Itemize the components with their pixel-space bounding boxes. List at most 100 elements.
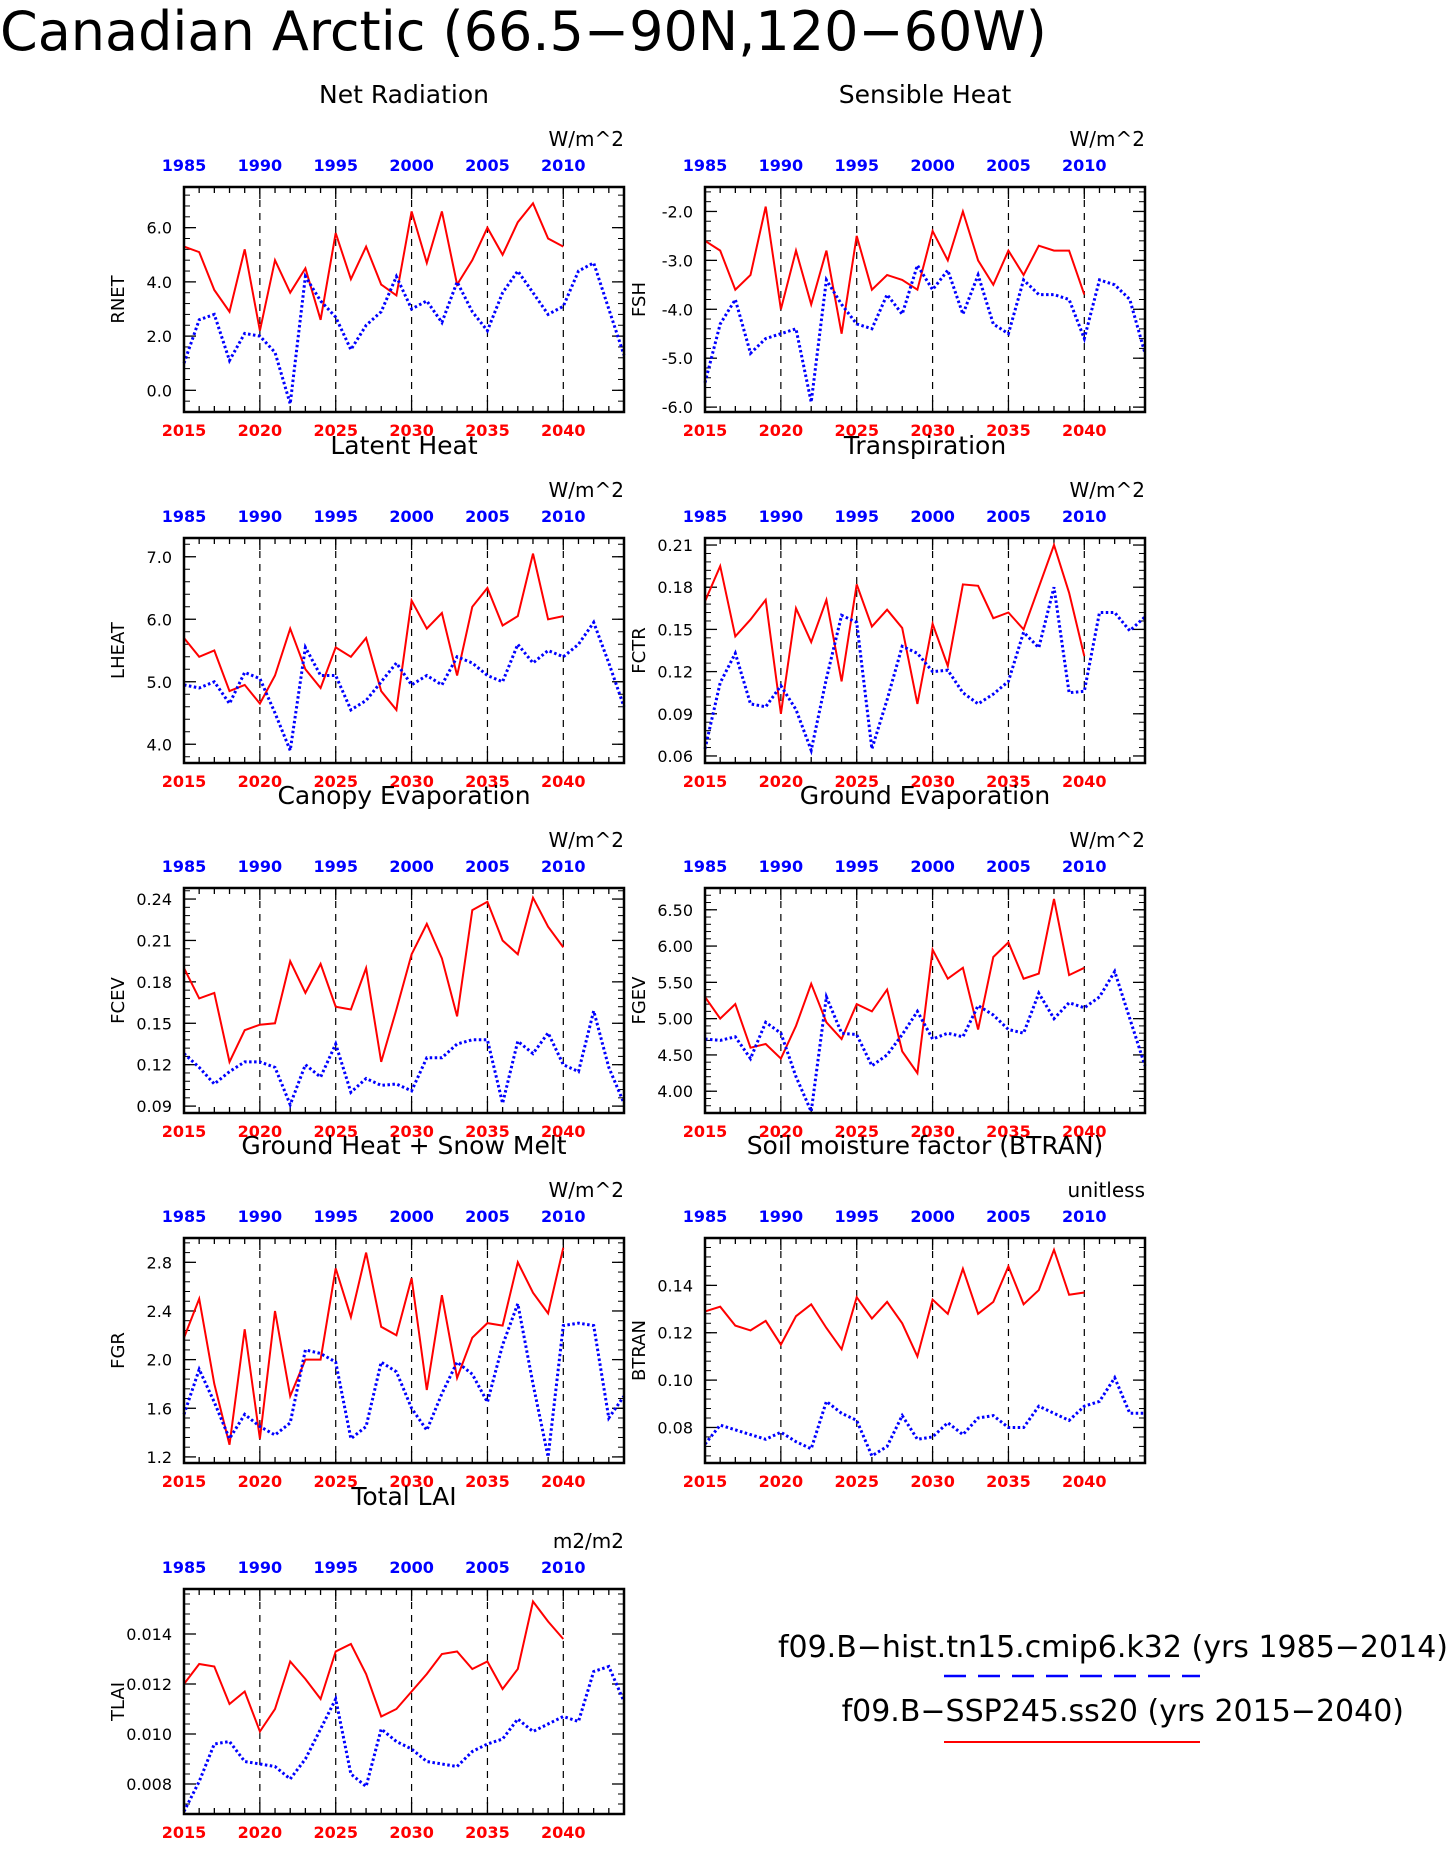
y-tick-label: 0.12 (657, 663, 693, 682)
x-tick-label-hist: 1990 (759, 857, 804, 876)
series-line-hist (704, 967, 1147, 1118)
x-tick-label-ssp: 2015 (683, 1472, 728, 1491)
y-tick-label: -4.0 (662, 300, 693, 319)
y-tick-label: 0.08 (657, 1418, 693, 1437)
panel-title: Transpiration (843, 431, 1006, 460)
x-tick-label-ssp: 2015 (683, 421, 728, 440)
legend-ssp-label: f09.B−SSP245.ss20 (yrs 2015−2040) (842, 1694, 1404, 1729)
x-tick-label-hist: 2010 (541, 1558, 586, 1577)
x-tick-label-ssp: 2015 (162, 1472, 207, 1491)
y-tick-label: 0.09 (657, 705, 693, 724)
panel-fsh: Sensible Heat W/m^2 FSH -6.0 -5.0 -4.0 -3.0 -2.… (629, 80, 1147, 440)
x-tick-label-ssp: 2035 (986, 772, 1031, 791)
x-tick-label-hist: 2000 (389, 1558, 434, 1577)
x-tick-label-hist: 1995 (313, 1207, 358, 1226)
plot-frame (703, 886, 1147, 1115)
x-tick-label-hist: 2010 (541, 857, 586, 876)
series-line-ssp (704, 541, 1086, 714)
y-tick-label: 6.0 (147, 219, 172, 238)
y-tick-label: 0.014 (126, 1625, 172, 1644)
y-tick-label: 6.00 (657, 937, 693, 956)
x-tick-label-hist: 1995 (834, 857, 879, 876)
x-tick-label-ssp: 2025 (313, 1823, 358, 1842)
y-tick-label: 5.0 (147, 673, 172, 692)
panel-title: Ground Evaporation (800, 781, 1050, 810)
x-tick-label-ssp: 2025 (313, 772, 358, 791)
series-line-ssp (183, 1599, 565, 1734)
series-line-ssp (183, 201, 564, 331)
y-axis-label: FCEV (108, 977, 129, 1024)
panels: Net Radiation W/m^2 RNET 0.0 2.0 4.0 6.0 2015 20… (108, 80, 1147, 1842)
y-tick-label: -3.0 (662, 251, 693, 270)
panel-title: Total LAI (350, 1482, 456, 1511)
x-tick-label-hist: 2010 (1062, 507, 1107, 526)
y-tick-label: 0.12 (136, 1056, 172, 1075)
y-tick-label: 2.0 (147, 327, 172, 346)
series-line-ssp (704, 206, 1086, 334)
x-tick-label-ssp: 2020 (759, 421, 804, 440)
x-tick-label-ssp: 2020 (238, 1122, 283, 1141)
y-axis-label: TLAI (108, 1682, 129, 1722)
y-tick-label: 0.012 (126, 1675, 172, 1694)
x-tick-label-ssp: 2015 (683, 772, 728, 791)
x-tick-label-hist: 1990 (238, 1207, 283, 1226)
series-line-hist (182, 1664, 626, 1813)
x-tick-label-ssp: 2040 (541, 1472, 586, 1491)
x-tick-label-ssp: 2015 (162, 421, 207, 440)
x-tick-label-hist: 2000 (389, 1207, 434, 1226)
x-tick-label-hist: 2005 (465, 156, 510, 175)
y-axis-label: FGEV (629, 976, 650, 1025)
x-tick-label-hist: 1990 (238, 156, 283, 175)
x-tick-label-ssp: 2035 (465, 772, 510, 791)
x-tick-label-hist: 1990 (238, 507, 283, 526)
x-tick-label-hist: 1985 (162, 156, 207, 175)
series-line-hist (183, 619, 626, 757)
x-tick-label-hist: 1995 (313, 1558, 358, 1577)
x-tick-label-ssp: 2025 (834, 772, 879, 791)
y-tick-label: 5.00 (657, 1010, 693, 1029)
x-tick-label-ssp: 2030 (389, 772, 434, 791)
x-tick-label-hist: 2005 (986, 1207, 1031, 1226)
y-axis-label: FGR (108, 1332, 129, 1369)
x-tick-label-ssp: 2015 (162, 1122, 207, 1141)
y-tick-label: 0.008 (126, 1775, 172, 1794)
y-tick-label: 4.0 (147, 735, 172, 754)
x-tick-label-hist: 2005 (465, 1207, 510, 1226)
y-tick-label: 1.6 (147, 1399, 172, 1418)
panel-lheat: Latent Heat W/m^2 LHEAT 4.0 5.0 6.0 7.0 2015 202… (108, 431, 626, 791)
y-axis-label: FSH (629, 282, 650, 317)
x-tick-label-hist: 2000 (910, 507, 955, 526)
x-tick-label-ssp: 2025 (313, 1472, 358, 1491)
y-tick-label: 0.18 (136, 973, 172, 992)
x-tick-label-ssp: 2030 (389, 1472, 434, 1491)
panel-units: unitless (1068, 1178, 1145, 1202)
x-tick-label-ssp: 2040 (541, 1823, 586, 1842)
series-line-ssp (704, 898, 1085, 1076)
y-tick-label: 0.21 (136, 931, 172, 950)
x-tick-label-hist: 1995 (834, 1207, 879, 1226)
y-tick-label: 7.0 (147, 548, 172, 567)
x-tick-label-ssp: 2030 (389, 421, 434, 440)
legend: f09.B−hist.tn15.cmip6.k32 (yrs 1985−2014… (778, 1630, 1448, 1743)
x-tick-label-ssp: 2015 (162, 1823, 207, 1842)
x-tick-label-hist: 1985 (683, 156, 728, 175)
x-tick-label-hist: 2000 (389, 156, 434, 175)
y-tick-label: -2.0 (662, 202, 693, 221)
y-tick-label: 0.18 (657, 578, 693, 597)
panel-units: W/m^2 (1070, 828, 1145, 852)
y-tick-label: 0.0 (147, 381, 172, 400)
panel-units: m2/m2 (553, 1529, 624, 1553)
y-tick-label: 2.0 (147, 1351, 172, 1370)
x-tick-label-ssp: 2025 (834, 421, 879, 440)
series-line-hist (703, 261, 1147, 403)
plot-frame (703, 185, 1147, 414)
plot-frame (182, 1236, 626, 1465)
x-tick-label-hist: 2010 (541, 156, 586, 175)
plot-frame (703, 536, 1147, 765)
series-line-hist (703, 586, 1147, 756)
x-tick-label-ssp: 2040 (1062, 772, 1107, 791)
x-tick-label-hist: 1995 (834, 156, 879, 175)
x-tick-label-ssp: 2030 (910, 1472, 955, 1491)
x-tick-label-hist: 2000 (910, 1207, 955, 1226)
